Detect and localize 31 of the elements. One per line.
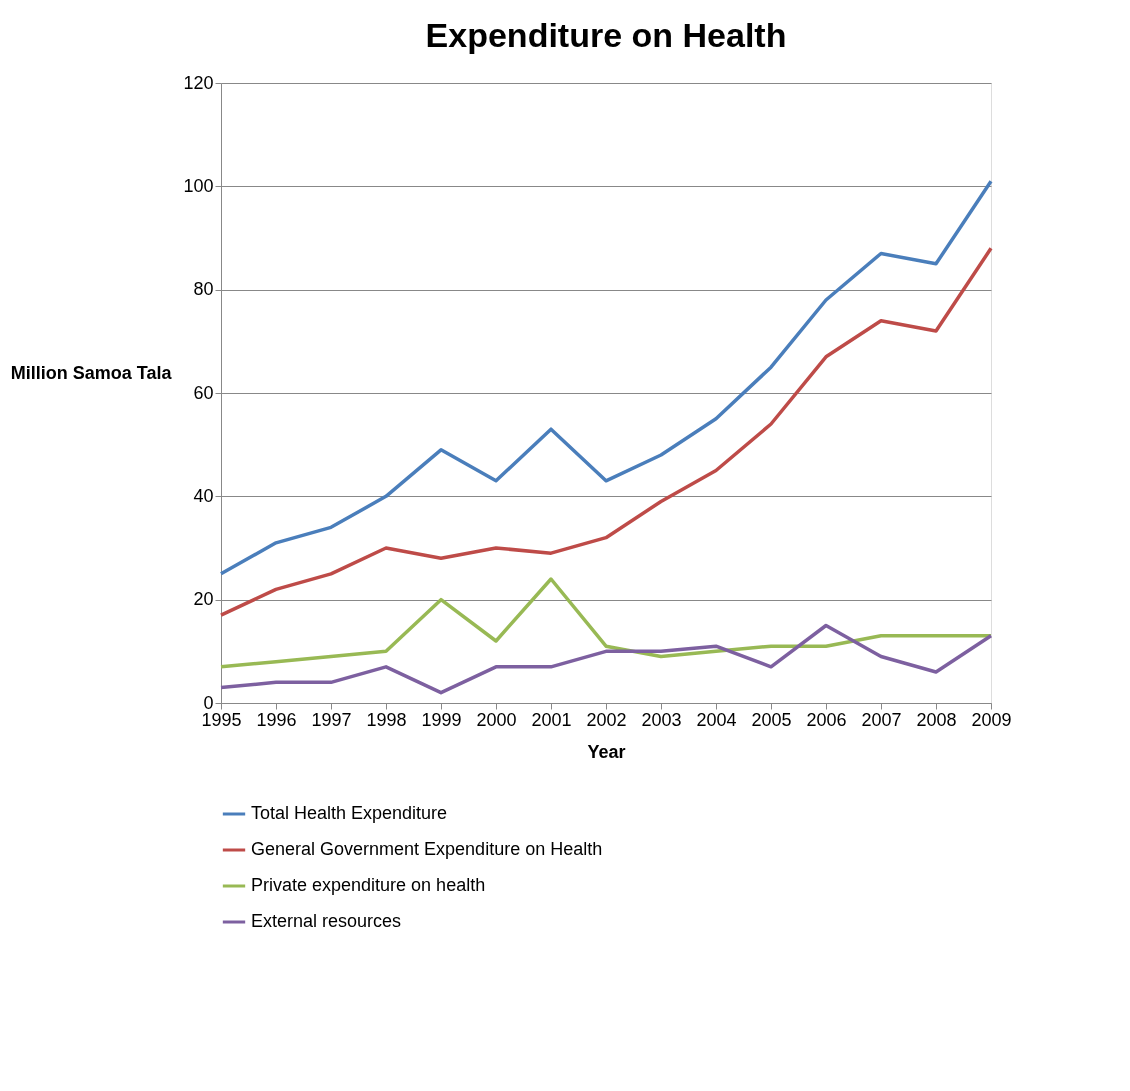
legend-label: Total Health Expenditure bbox=[251, 803, 448, 823]
y-tick-label: 100 bbox=[183, 175, 214, 196]
x-tick-label: 2005 bbox=[751, 709, 792, 730]
y-tick-label: 80 bbox=[193, 279, 214, 300]
legend-label: General Government Expenditure on Health bbox=[251, 839, 603, 859]
y-tick-label: 20 bbox=[193, 589, 214, 610]
x-axis-title: Year bbox=[587, 741, 626, 762]
legend-label: Private expenditure on health bbox=[251, 875, 486, 895]
y-tick-label: 40 bbox=[193, 485, 214, 506]
x-tick-label: 2004 bbox=[696, 709, 737, 730]
legend-label: External resources bbox=[251, 911, 402, 931]
x-tick-label: 2003 bbox=[641, 709, 682, 730]
line-series bbox=[219, 623, 993, 695]
x-tick-label: 2000 bbox=[476, 709, 517, 730]
x-tick-label: 2002 bbox=[586, 709, 627, 730]
x-tick-label: 2006 bbox=[806, 709, 847, 730]
y-tick-label: 60 bbox=[193, 382, 214, 403]
x-tick-label: 1997 bbox=[311, 709, 352, 730]
line-series bbox=[219, 246, 993, 617]
x-tick-label: 1998 bbox=[366, 709, 407, 730]
x-tick-label: 2009 bbox=[971, 709, 1012, 730]
line-series bbox=[219, 577, 993, 669]
y-tick-label: 120 bbox=[183, 72, 214, 93]
x-tick-label: 2001 bbox=[531, 709, 572, 730]
x-tick-label: 2007 bbox=[861, 709, 902, 730]
x-tick-label: 2008 bbox=[916, 709, 957, 730]
x-tick-label: 1996 bbox=[256, 709, 297, 730]
y-axis-title: Million Samoa Tala bbox=[10, 362, 173, 383]
line-series bbox=[219, 179, 993, 576]
x-tick-label: 1999 bbox=[421, 709, 462, 730]
chart-title: Expenditure on Health bbox=[425, 16, 787, 54]
